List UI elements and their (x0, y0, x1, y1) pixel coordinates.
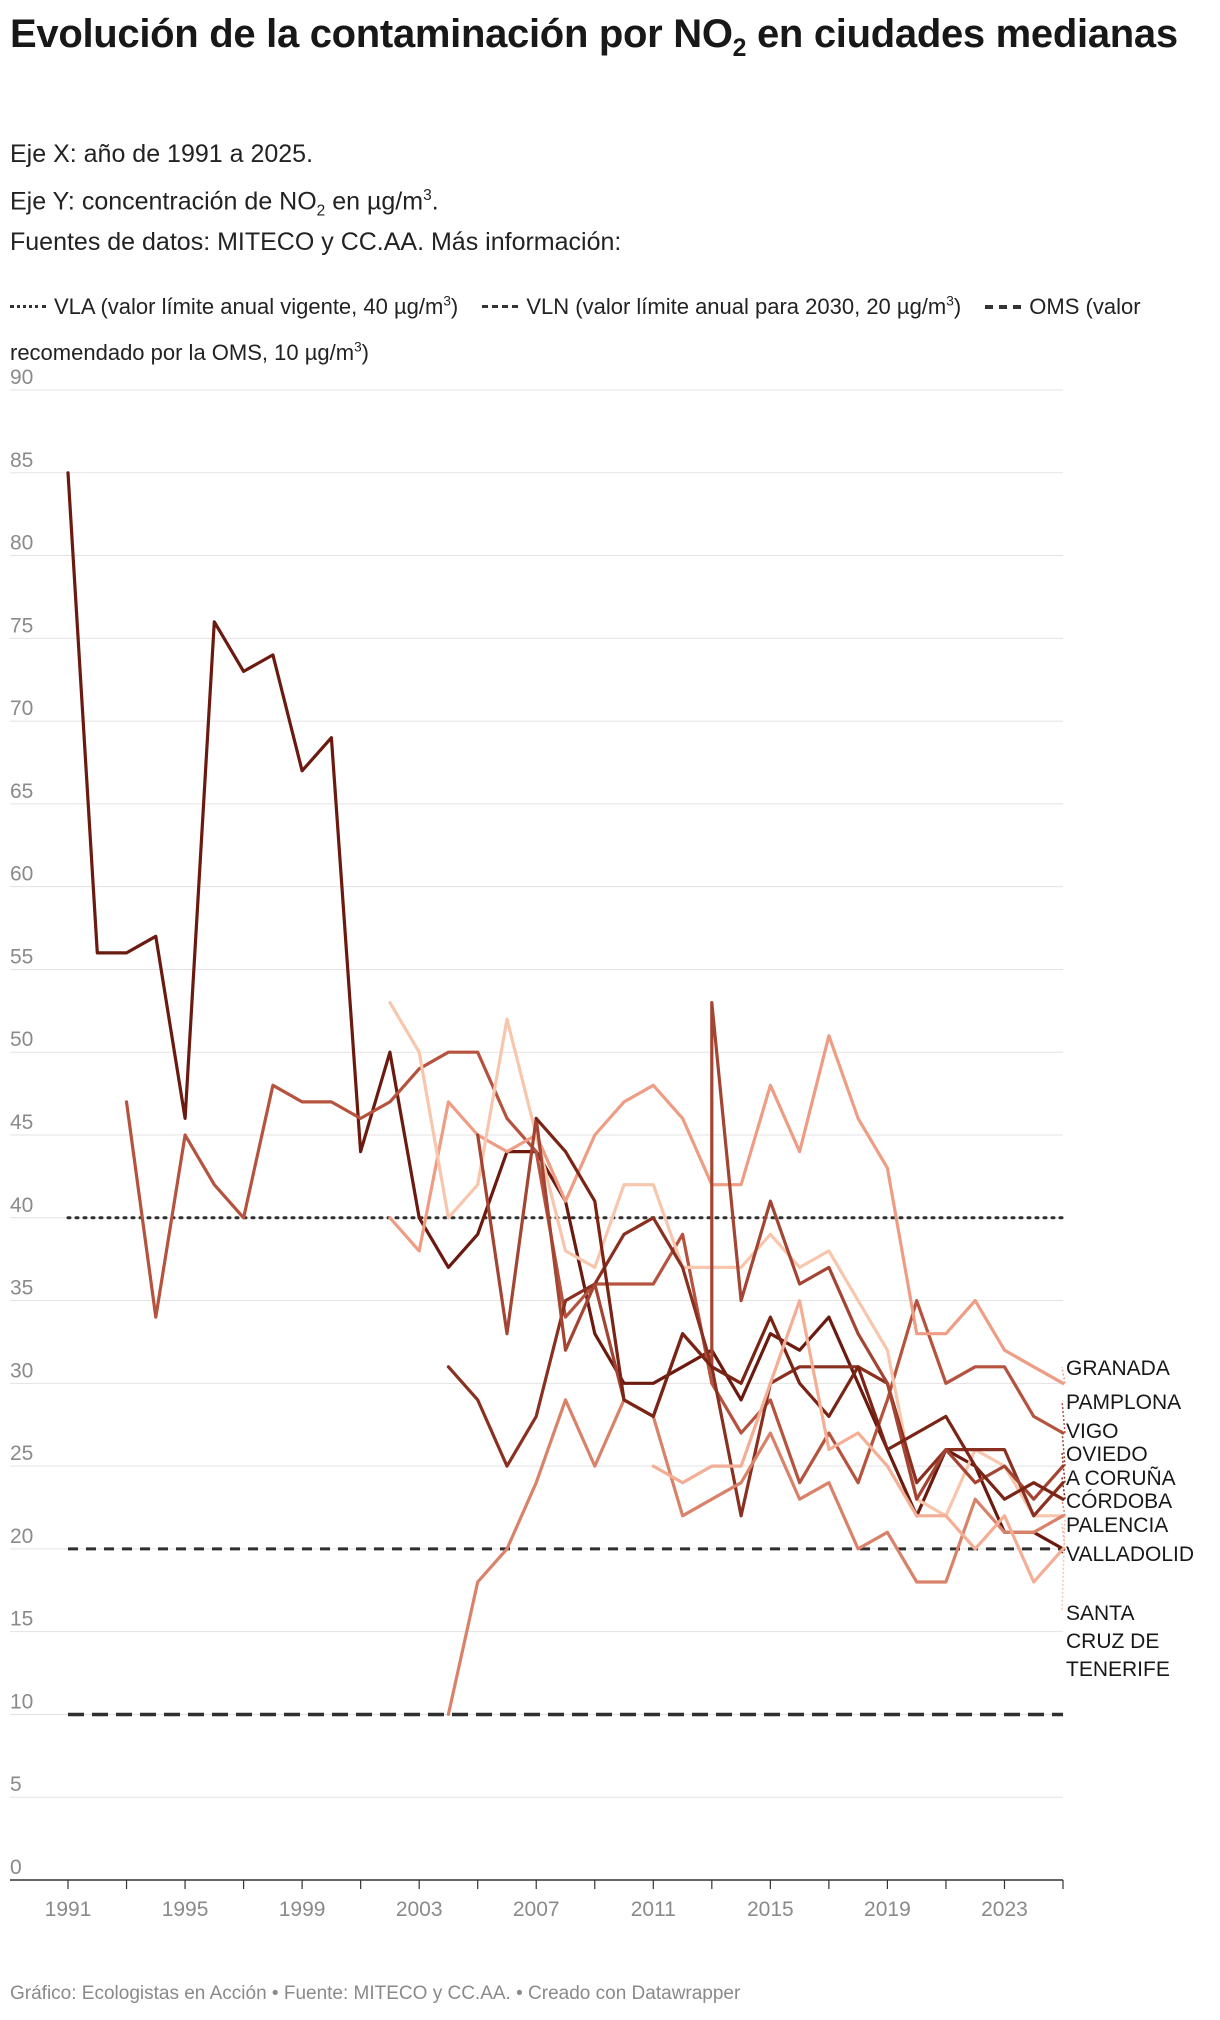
label-connector (1061, 1366, 1066, 1384)
series-end-label: PAMPLONA (1066, 1391, 1181, 1414)
y-tick-label: 10 (10, 1690, 33, 1713)
x-tick-label: 2011 (631, 1898, 676, 1921)
label-connector (1061, 1452, 1066, 1483)
series-end-label: CRUZ DE (1066, 1630, 1159, 1653)
legend-oms-swatch (985, 304, 1022, 309)
footer-credit: Gráfico: Ecologistas en Acción • Fuente:… (10, 1983, 741, 2004)
series-line-córdoba (446, 1398, 1065, 1716)
series-line-palencia (651, 1299, 1065, 1584)
y-tick-label: 15 (10, 1608, 33, 1631)
series-end-label: OVIEDO (1066, 1443, 1148, 1466)
series-line-valladolid (66, 471, 1065, 1551)
series-line-santa-cruz-de-tenerife (388, 1001, 1065, 1518)
x-tick-label: 1995 (162, 1898, 209, 1921)
x-tick-label: 1999 (279, 1898, 326, 1921)
x-tick-label: 1991 (45, 1898, 92, 1921)
y-tick-label: 30 (10, 1359, 33, 1382)
label-connector (1061, 1515, 1066, 1613)
label-connector (1061, 1400, 1066, 1434)
y-tick-label: 80 (10, 532, 33, 555)
series-end-label: SANTA (1066, 1602, 1134, 1625)
series-line-vigo (476, 1001, 1065, 1501)
series-line-oviedo (446, 1216, 1065, 1518)
y-tick-label: 25 (10, 1442, 33, 1465)
label-connector (1061, 1429, 1066, 1467)
series-line-granada (388, 1034, 1065, 1385)
y-tick-label: 70 (10, 697, 33, 720)
subtitle-x-axis: Eje X: año de 1991 a 2025. (10, 140, 314, 168)
series-end-label: A CORUÑA (1066, 1466, 1176, 1490)
y-tick-label: 55 (10, 945, 33, 968)
series-end-label: PALENCIA (1066, 1514, 1168, 1537)
series-end-label: VIGO (1066, 1420, 1119, 1443)
x-tick-label: 2019 (864, 1898, 911, 1921)
series-end-label: CÓRDOBA (1066, 1490, 1172, 1513)
label-connector (1061, 1476, 1066, 1500)
legend-vln-swatch (482, 305, 519, 309)
y-tick-label: 75 (10, 614, 33, 637)
y-tick-label: 85 (10, 449, 33, 472)
chart-title: Evolución de la contaminación por NO2 en… (10, 12, 1178, 62)
y-tick-label: 50 (10, 1028, 33, 1051)
y-tick-label: 65 (10, 780, 33, 803)
x-tick-label: 2023 (981, 1898, 1028, 1921)
y-tick-label: 90 (10, 366, 33, 389)
series-line-a-coruña (534, 1116, 1065, 1501)
label-connector (1061, 1499, 1066, 1516)
subtitle-sources: Fuentes de datos: MITECO y CC.AA. Más in… (10, 228, 622, 256)
series-end-label: TENERIFE (1066, 1658, 1170, 1681)
series-end-label: VALLADOLID (1066, 1543, 1194, 1566)
y-tick-label: 35 (10, 1277, 33, 1300)
x-tick-label: 2015 (747, 1898, 794, 1921)
x-tick-label: 2007 (513, 1898, 560, 1921)
legend-oms: OMS (valor recomendado por la OMS, 10 µg… (10, 294, 1141, 365)
y-tick-label: 60 (10, 863, 33, 886)
legend: VLA (valor límite anual vigente, 40 µg/m… (10, 282, 1218, 373)
x-tick-label: 2003 (396, 1898, 443, 1921)
legend-vln: VLN (valor límite anual para 2030, 20 µg… (482, 294, 961, 319)
subtitle-y-axis: Eje Y: concentración de NO2 en µg/m3. (10, 187, 439, 220)
series-end-label: GRANADA (1066, 1357, 1170, 1380)
y-tick-label: 20 (10, 1525, 33, 1548)
y-tick-label: 45 (10, 1111, 33, 1134)
legend-vla-swatch (10, 305, 46, 309)
y-tick-label: 0 (10, 1856, 22, 1879)
y-tick-label: 5 (10, 1773, 22, 1796)
y-tick-label: 40 (10, 1194, 33, 1217)
legend-vla: VLA (valor límite anual vigente, 40 µg/m… (10, 294, 458, 319)
